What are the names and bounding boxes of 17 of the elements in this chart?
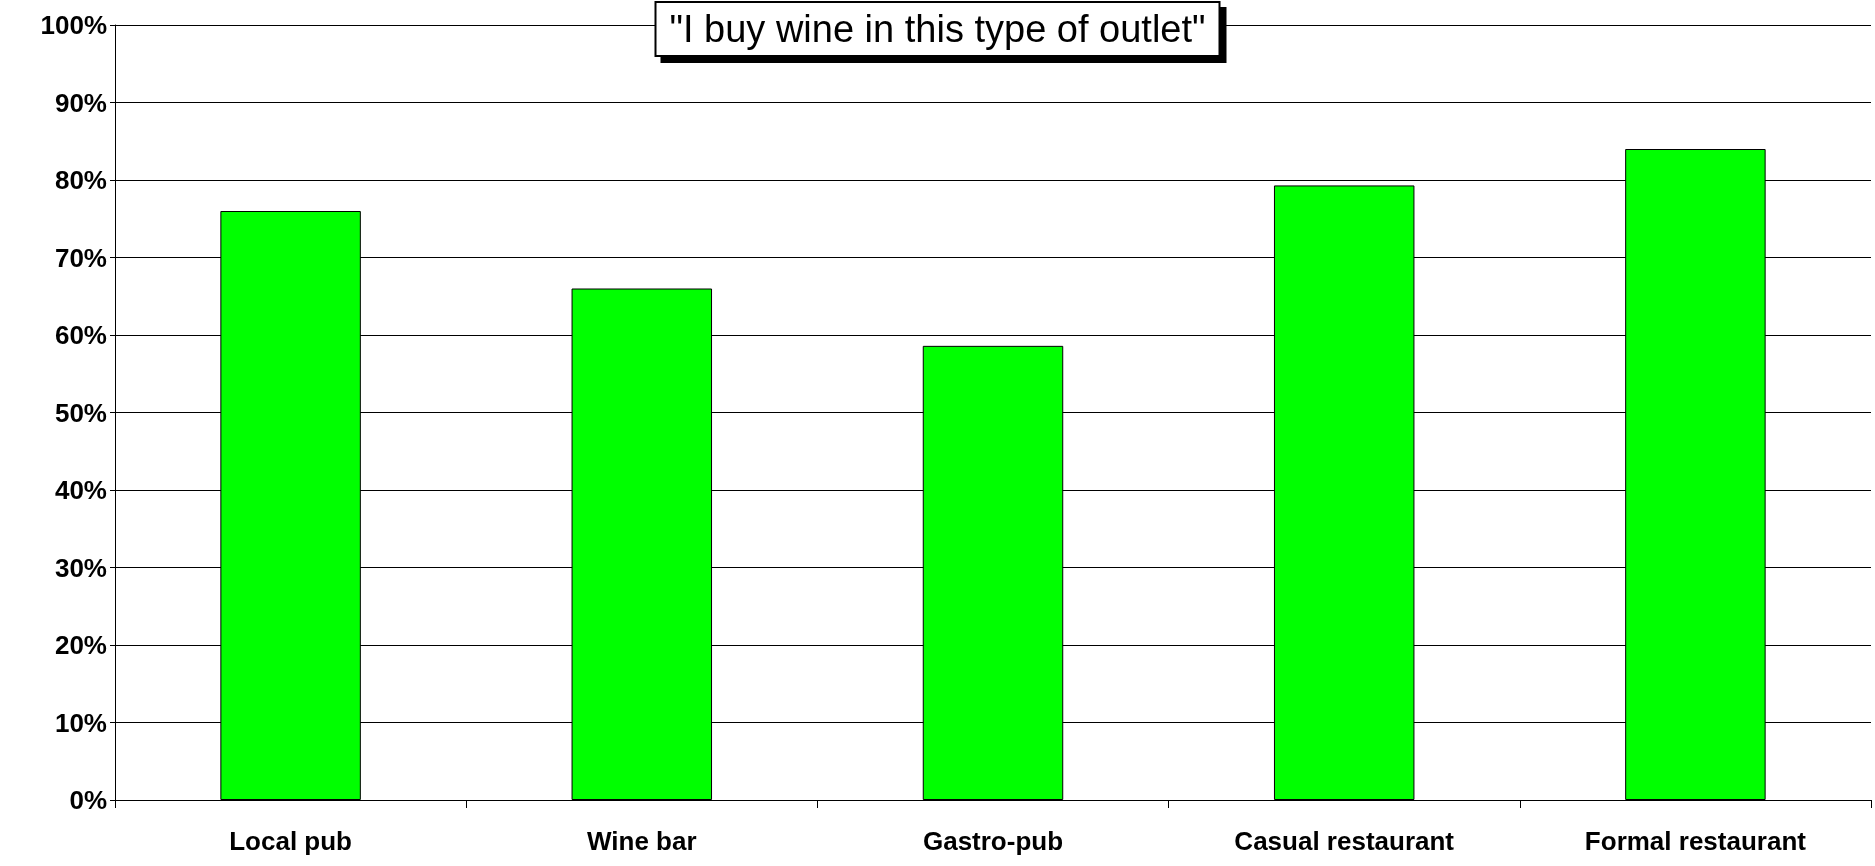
x-tick-label: Casual restaurant bbox=[1234, 826, 1455, 856]
y-tick-label: 70% bbox=[54, 242, 107, 273]
y-tick-label: 100% bbox=[40, 10, 107, 40]
x-tick-label: Formal restaurant bbox=[1584, 826, 1807, 856]
y-tick-label: 40% bbox=[54, 475, 107, 505]
chart-title: "I buy wine in this type of outlet" bbox=[669, 8, 1206, 50]
y-tick-label: 60% bbox=[54, 320, 107, 350]
y-tick-label: 50% bbox=[54, 397, 107, 428]
y-tick-label: 30% bbox=[54, 552, 107, 583]
x-tick-label: Wine bar bbox=[587, 826, 697, 856]
y-tick-label: 90% bbox=[54, 87, 107, 118]
y-tick-label: 10% bbox=[54, 707, 107, 738]
y-tick-label: 0% bbox=[69, 785, 107, 815]
y-tick-label: 20% bbox=[54, 630, 107, 660]
y-tick-label: 80% bbox=[54, 165, 107, 195]
x-tick-label: Local pub bbox=[229, 826, 352, 856]
x-tick-label: Gastro-pub bbox=[922, 826, 1064, 856]
